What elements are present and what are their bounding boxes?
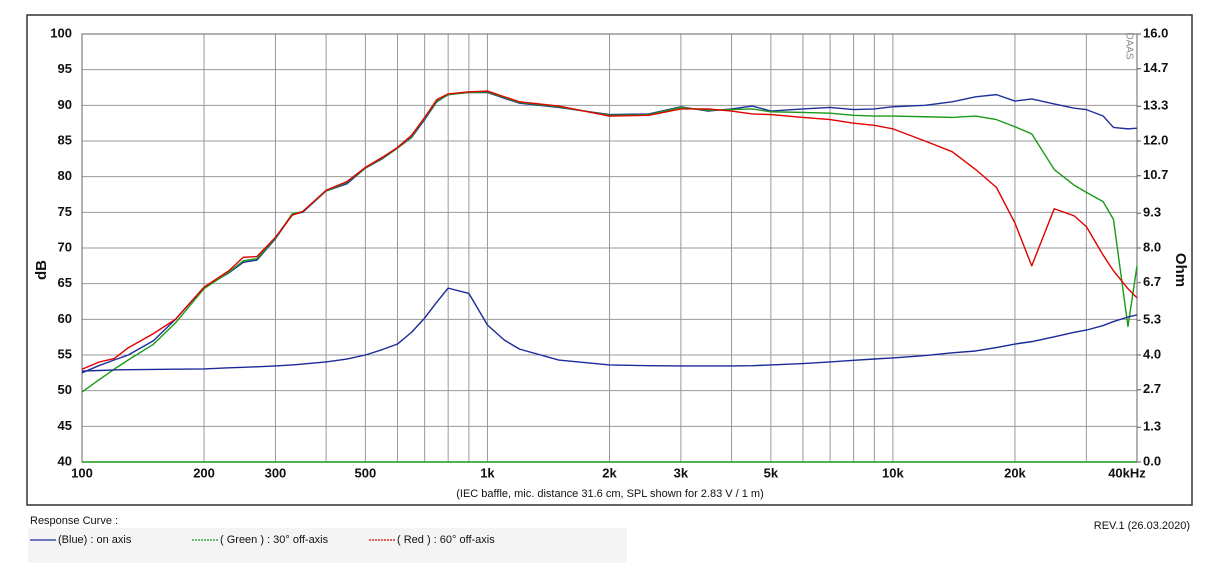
y2-tick-label: 16.0 bbox=[1143, 25, 1168, 40]
x-tick-label: 10k bbox=[882, 465, 904, 480]
y-tick-label: 85 bbox=[58, 132, 72, 147]
y-tick-label: 50 bbox=[58, 382, 72, 397]
x-tick-label: 500 bbox=[355, 465, 377, 480]
x-tick-label: 200 bbox=[193, 465, 215, 480]
y2-tick-label: 1.3 bbox=[1143, 419, 1161, 434]
y2-tick-label: 8.0 bbox=[1143, 239, 1161, 254]
y2-tick-label: 14.7 bbox=[1143, 60, 1168, 75]
y2-tick-label: 12.0 bbox=[1143, 132, 1168, 147]
response-line bbox=[81, 91, 1138, 393]
x-tick-label: 3k bbox=[674, 465, 689, 480]
y2-tick-label: 2.7 bbox=[1143, 381, 1161, 396]
y-tick-label: 60 bbox=[58, 311, 72, 326]
y-tick-label: 40 bbox=[58, 453, 72, 468]
legend-title: Response Curve : bbox=[30, 515, 118, 527]
y-tick-label: 45 bbox=[58, 418, 72, 433]
y-tick-label: 95 bbox=[58, 61, 72, 76]
x-tick-label: 5k bbox=[764, 465, 779, 480]
x-tick-label: 1k bbox=[480, 465, 495, 480]
y2-tick-label: 6.7 bbox=[1143, 274, 1161, 289]
y2-tick-label: 0.0 bbox=[1143, 453, 1161, 468]
subtitle: (IEC baffle, mic. distance 31.6 cm, SPL … bbox=[456, 488, 764, 500]
watermark: DAAS bbox=[1123, 32, 1134, 60]
legend-label: ( Red ) : 60° off-axis bbox=[397, 534, 495, 546]
y2-tick-label: 13.3 bbox=[1143, 98, 1168, 113]
y-tick-label: 100 bbox=[50, 25, 72, 40]
revision: REV.1 (26.03.2020) bbox=[1094, 520, 1190, 532]
response-line bbox=[81, 90, 1138, 370]
y2-tick-label: 5.3 bbox=[1143, 312, 1161, 327]
y2-tick-label: 9.3 bbox=[1143, 205, 1161, 220]
y2-axis-label: Ohm bbox=[1172, 253, 1189, 287]
y-tick-label: 90 bbox=[58, 97, 72, 112]
response-line bbox=[81, 91, 1138, 374]
x-tick-label: 2k bbox=[602, 465, 617, 480]
y-tick-label: 80 bbox=[58, 168, 72, 183]
y-tick-label: 55 bbox=[58, 346, 72, 361]
y-tick-label: 70 bbox=[58, 239, 72, 254]
impedance-line bbox=[81, 287, 1138, 372]
legend-box bbox=[28, 528, 627, 563]
x-tick-label: 100 bbox=[71, 465, 93, 480]
y2-tick-label: 4.0 bbox=[1143, 346, 1161, 361]
y-tick-label: 65 bbox=[58, 275, 72, 290]
x-tick-label: 20k bbox=[1004, 465, 1026, 480]
x-tick-label: 300 bbox=[265, 465, 287, 480]
y2-tick-label: 10.7 bbox=[1143, 167, 1168, 182]
y-axis-label: dB bbox=[33, 260, 50, 280]
x-tick-label: 40kHz bbox=[1108, 465, 1146, 480]
y-tick-label: 75 bbox=[58, 204, 72, 219]
legend-label: (Blue) : on axis bbox=[58, 534, 132, 546]
legend-label: ( Green ) : 30° off-axis bbox=[220, 534, 329, 546]
